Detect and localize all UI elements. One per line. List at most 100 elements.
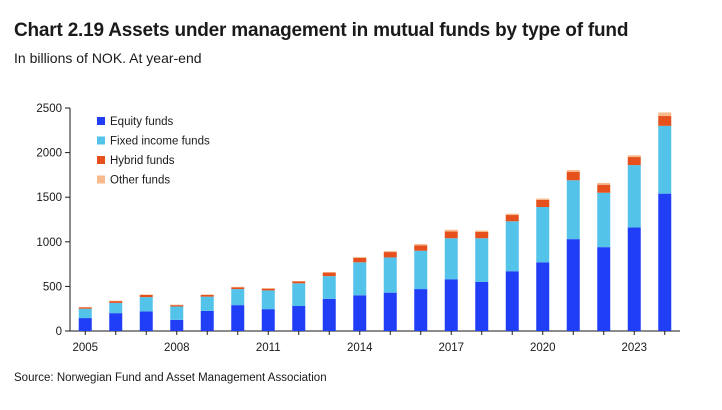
bar-segment [170, 319, 184, 331]
bar-segment [414, 289, 428, 331]
bar-segment [475, 281, 489, 331]
bar-segment [597, 192, 611, 248]
bar-segment [292, 306, 306, 331]
bar-segment [109, 302, 123, 314]
x-tick-label: 2011 [256, 342, 281, 354]
bar-segment [109, 313, 123, 331]
bar-segment [322, 272, 336, 277]
legend-swatch [97, 175, 105, 184]
bar-segment [139, 297, 153, 312]
bar-segment [597, 247, 611, 331]
bar-segment [475, 230, 489, 232]
bar-segment [658, 125, 672, 194]
bar-segment [566, 239, 580, 331]
bar-segment [200, 310, 214, 331]
bar-segment [566, 169, 580, 172]
bar-segment [353, 257, 367, 263]
bar-segment [383, 252, 397, 258]
bar-segment [414, 250, 428, 290]
bar-segment [627, 165, 641, 228]
x-tick-label: 2008 [164, 342, 190, 354]
y-tick-label: 2500 [36, 103, 62, 115]
y-tick-label: 1500 [36, 192, 62, 204]
bar-segment [231, 305, 245, 331]
bar-segment [505, 271, 519, 331]
bar-segment [627, 155, 641, 158]
bar-segment [170, 305, 184, 307]
bar-segment [78, 307, 92, 309]
bar-segment [536, 262, 550, 331]
y-tick-label: 500 [43, 281, 62, 293]
bar-segment [444, 231, 458, 239]
bar-segment [383, 251, 397, 253]
bar-segment [231, 287, 245, 290]
legend-label: Equity funds [110, 116, 174, 128]
bar-segment [322, 298, 336, 331]
bar-segment [261, 309, 275, 331]
y-tick-label: 1000 [36, 237, 62, 249]
x-tick-label: 2014 [347, 342, 373, 354]
bar-segment [566, 171, 580, 181]
bar-segment [627, 227, 641, 331]
bar-segment [353, 256, 367, 258]
bar-segment [475, 238, 489, 282]
bar-segment [139, 311, 153, 331]
bar-segment [170, 306, 184, 320]
bar-segment [109, 301, 123, 303]
bar-segment [261, 290, 275, 310]
bar-segment [505, 221, 519, 272]
bar-segment [414, 244, 428, 246]
bar-segment [444, 229, 458, 232]
bar-segment [322, 276, 336, 299]
legend-swatch [97, 136, 105, 145]
legend-label: Other funds [110, 175, 170, 187]
bar-segment [597, 182, 611, 185]
bar-segment [292, 283, 306, 307]
bar-segment [261, 288, 275, 291]
chart-subtitle: In billions of NOK. At year-end [14, 50, 202, 66]
bar-segment [536, 199, 550, 208]
bar-segment [78, 318, 92, 331]
bar-segment [658, 112, 672, 117]
bar-segment [658, 116, 672, 126]
bar-segment [444, 279, 458, 331]
bar-segment [536, 198, 550, 200]
x-axis: 2005 2008 2011 2014 2017 2020 2023 [70, 330, 680, 354]
bars-group [78, 112, 672, 331]
x-tick-label: 2020 [530, 342, 556, 354]
bar-segment [658, 193, 672, 331]
bar-segment [292, 281, 306, 284]
legend-swatch [97, 117, 105, 125]
x-tick-label: 2005 [72, 342, 98, 354]
bar-segment [383, 257, 397, 293]
bar-segment [383, 292, 397, 331]
bar-segment [444, 238, 458, 280]
bar-segment [597, 184, 611, 193]
bar-segment [505, 213, 519, 216]
bar-segment [353, 295, 367, 331]
chart-title: Chart 2.19 Assets under management in mu… [14, 20, 629, 41]
bar-segment [200, 296, 214, 311]
bar-segment [353, 262, 367, 296]
y-tick-label: 0 [56, 326, 62, 338]
legend-label: Hybrid funds [110, 155, 175, 167]
bar-segment [139, 294, 153, 298]
x-tick-label: 2023 [621, 342, 647, 354]
x-tick-label: 2017 [438, 342, 464, 354]
legend-swatch [97, 156, 105, 164]
bar-segment [536, 207, 550, 263]
bar-segment [566, 180, 580, 240]
legend-label: Fixed income funds [110, 136, 210, 148]
source-note: Source: Norwegian Fund and Asset Managem… [14, 372, 327, 384]
y-axis: 0 500 1000 1500 2000 2500 [36, 103, 71, 338]
bar-segment [475, 231, 489, 239]
bar-segment [78, 308, 92, 319]
bar-segment [627, 157, 641, 166]
y-tick-label: 2000 [36, 148, 62, 160]
bar-segment [414, 245, 428, 251]
bar-segment [200, 294, 214, 297]
bar-segment [505, 215, 519, 222]
bar-segment [231, 289, 245, 306]
legend: Equity funds Fixed income funds Hybrid fun… [97, 116, 210, 187]
